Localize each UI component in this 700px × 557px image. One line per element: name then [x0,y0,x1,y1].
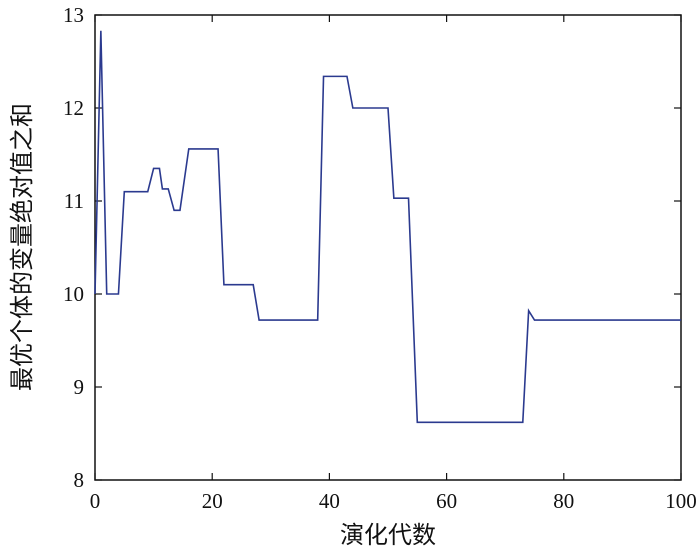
series-line [94,30,681,424]
y-axis-title: 最优个体的变量绝对值之和 [8,103,36,391]
plot-frame [94,14,682,481]
x-tick-label: 0 [90,489,101,513]
x-tick-label: 60 [436,489,457,513]
y-tick-labels: 8 9 10 11 12 13 [63,3,84,492]
y-tick-label: 13 [63,3,84,27]
y-tick-label: 10 [63,282,84,306]
x-axis-title: 演化代数 [340,521,436,549]
y-tick-label: 8 [74,468,85,492]
x-tick-label: 20 [202,489,223,513]
y-tick-label: 12 [63,96,84,120]
x-tick-label: 100 [665,489,697,513]
y-tick-label: 11 [64,189,84,213]
y-tick-label: 9 [74,375,85,399]
axis-ticks [94,14,682,481]
x-tick-label: 40 [319,489,340,513]
x-tick-labels: 0 20 40 60 80 100 [90,489,697,513]
x-tick-label: 80 [553,489,574,513]
